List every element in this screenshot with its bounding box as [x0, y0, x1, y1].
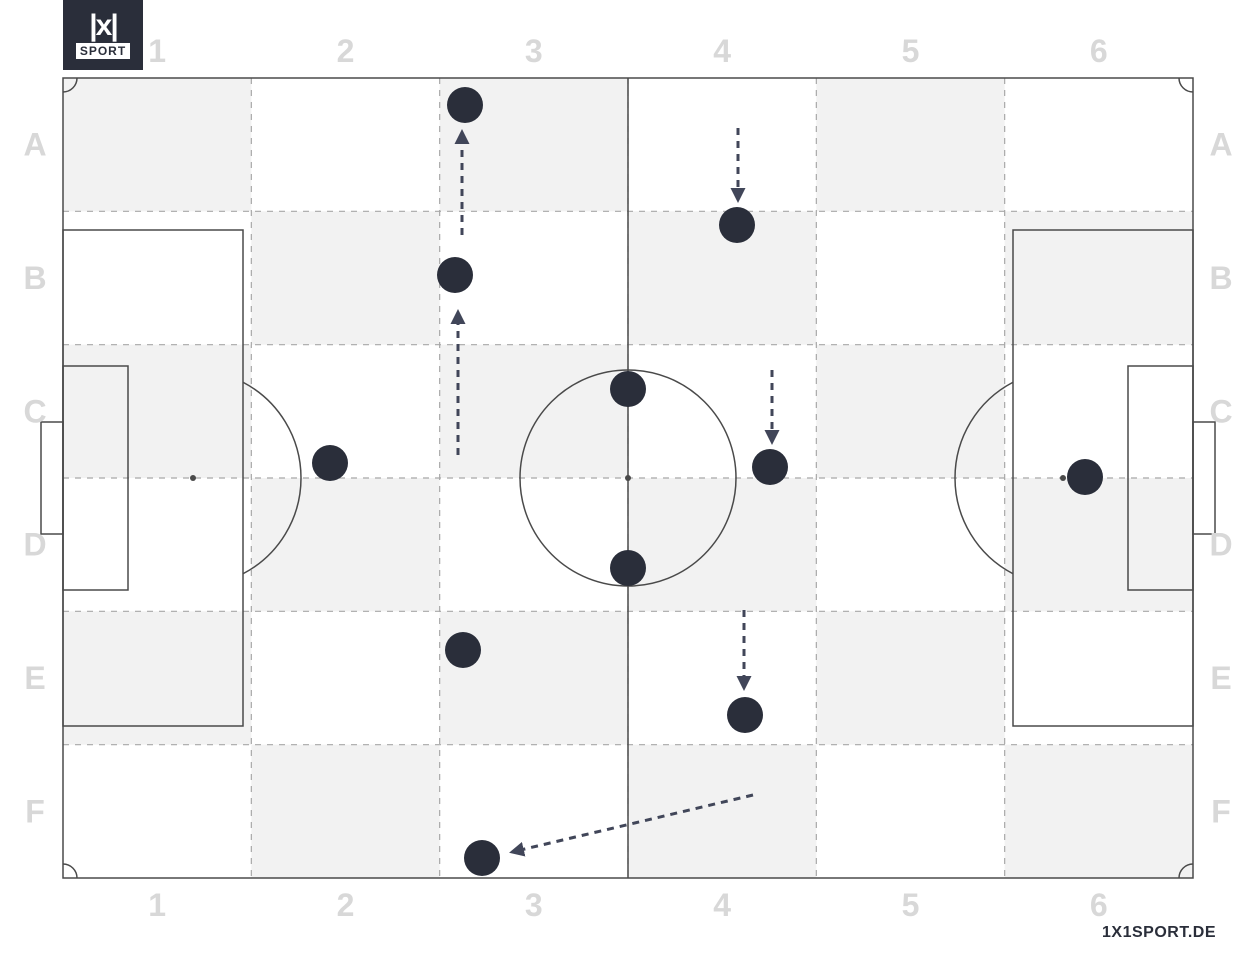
col-label-bottom: 6: [1090, 887, 1108, 923]
col-label-bottom: 5: [902, 887, 920, 923]
grid-cell: [63, 345, 251, 478]
row-label-right: B: [1209, 260, 1232, 296]
grid-cell: [816, 345, 1004, 478]
row-label-right: A: [1209, 127, 1232, 163]
grid-cell: [440, 345, 628, 478]
penalty-spot: [1060, 475, 1066, 481]
row-label-right: F: [1211, 793, 1231, 829]
player-marker: [727, 697, 763, 733]
col-label-top: 4: [713, 33, 731, 69]
row-label-right: E: [1210, 660, 1231, 696]
goal-frame: [1193, 422, 1215, 534]
player-marker: [445, 632, 481, 668]
row-label-left: C: [23, 393, 46, 429]
row-label-left: E: [24, 660, 45, 696]
player-marker: [1067, 459, 1103, 495]
col-label-top: 5: [902, 33, 920, 69]
row-label-left: B: [23, 260, 46, 296]
col-label-top: 6: [1090, 33, 1108, 69]
goal-frame: [41, 422, 63, 534]
grid-cell: [628, 478, 816, 611]
col-label-bottom: 1: [148, 887, 166, 923]
corner-arc: [63, 864, 77, 878]
row-label-left: F: [25, 793, 45, 829]
player-marker: [464, 840, 500, 876]
center-spot: [625, 475, 631, 481]
player-marker: [719, 207, 755, 243]
col-label-top: 1: [148, 33, 166, 69]
row-label-right: D: [1209, 527, 1232, 563]
player-marker: [437, 257, 473, 293]
grid-cell: [628, 745, 816, 878]
grid-cell: [251, 745, 439, 878]
grid-cell: [816, 611, 1004, 744]
player-marker: [447, 87, 483, 123]
grid-cell: [816, 78, 1004, 211]
player-marker: [312, 445, 348, 481]
grid-cell: [440, 611, 628, 744]
row-label-left: A: [23, 127, 46, 163]
col-label-top: 2: [337, 33, 355, 69]
tactics-field-diagram: 1 1 2 2 3 3 4 4 5 5 6 6 A A B B C C D D E E F F: [0, 0, 1256, 962]
col-label-bottom: 4: [713, 887, 731, 923]
col-label-top: 3: [525, 33, 543, 69]
grid-cell: [1005, 211, 1193, 344]
row-label-left: D: [23, 527, 46, 563]
row-label-right: C: [1209, 393, 1232, 429]
grid-cell: [251, 478, 439, 611]
penalty-spot: [190, 475, 196, 481]
grid-cell: [63, 611, 251, 744]
player-marker: [610, 550, 646, 586]
grid-cell: [63, 78, 251, 211]
player-marker: [610, 371, 646, 407]
grid-cell: [251, 211, 439, 344]
grid-cell: [1005, 745, 1193, 878]
col-label-bottom: 3: [525, 887, 543, 923]
player-marker: [752, 449, 788, 485]
col-label-bottom: 2: [337, 887, 355, 923]
corner-arc: [1179, 78, 1193, 92]
grid-cell: [1005, 478, 1193, 611]
